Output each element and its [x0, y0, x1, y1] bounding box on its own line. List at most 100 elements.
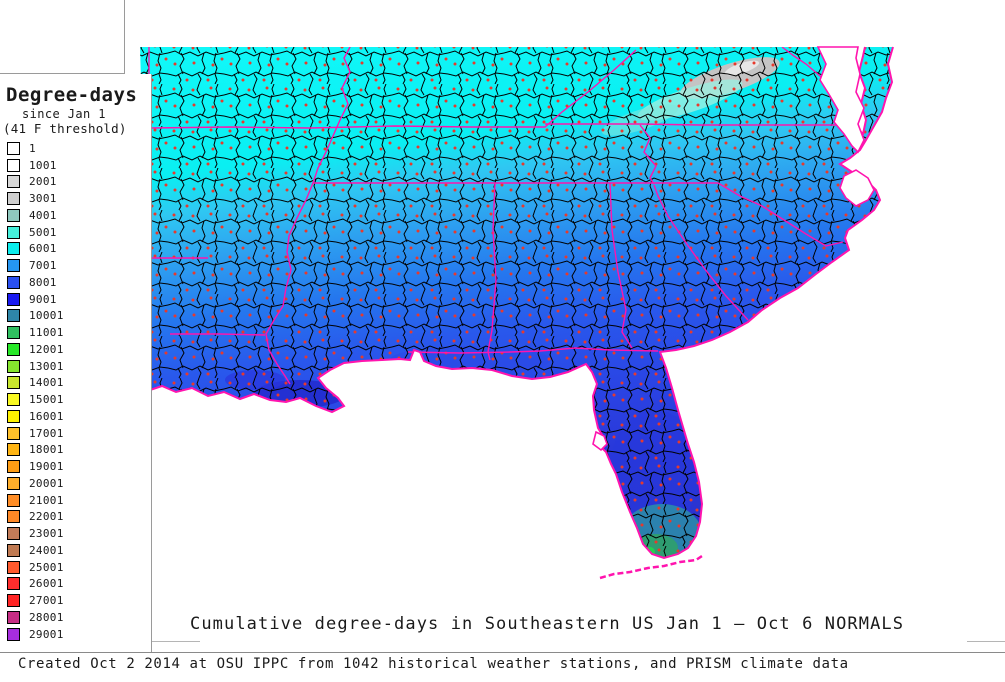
legend-row: 23001 — [7, 525, 64, 542]
legend-swatch — [7, 259, 20, 273]
legend-row: 5001 — [7, 224, 64, 241]
legend-row: 8001 — [7, 274, 64, 291]
legend-label: 16001 — [29, 409, 64, 423]
legend-swatch — [7, 158, 20, 172]
legend-items: 1 1001 2001 3001 4001 5001 6001 7001 8001 9001 100… — [7, 140, 64, 643]
legend-row: 22001 — [7, 509, 64, 526]
legend-label: 28001 — [29, 610, 64, 624]
legend-swatch — [7, 543, 20, 557]
blank-corner-box — [0, 0, 125, 74]
frame-corner-left — [152, 641, 200, 642]
legend-swatch — [7, 242, 20, 256]
legend-swatch — [7, 610, 20, 624]
legend-swatch — [7, 493, 20, 507]
legend-label: 4001 — [29, 208, 57, 222]
legend-label: 23001 — [29, 527, 64, 541]
legend-label: 9001 — [29, 292, 57, 306]
legend-row: 16001 — [7, 408, 64, 425]
legend-row: 17001 — [7, 425, 64, 442]
tampa-bay — [592, 430, 608, 452]
legend-row: 2001 — [7, 174, 64, 191]
border-la-ms — [170, 333, 266, 336]
legend-row: 12001 — [7, 341, 64, 358]
legend-title: Degree-days — [6, 84, 138, 106]
florida-keys — [599, 554, 703, 580]
legend-swatch — [7, 627, 20, 641]
mississippi-river — [265, 47, 351, 385]
legend-row: 26001 — [7, 576, 64, 593]
border-va-nc — [545, 123, 844, 126]
pamlico-sound — [839, 169, 875, 207]
legend-label: 27001 — [29, 594, 64, 608]
legend-label: 14001 — [29, 376, 64, 390]
legend-label: 21001 — [29, 493, 64, 507]
legend-swatch — [7, 141, 20, 155]
legend-subtitle-threshold: (41 F threshold) — [3, 121, 127, 136]
legend-swatch — [7, 359, 20, 373]
footer-caption: Created Oct 2 2014 at OSU IPPC from 1042… — [18, 656, 849, 672]
legend-row: 15001 — [7, 391, 64, 408]
legend-swatch — [7, 275, 20, 289]
legend-row: 6001 — [7, 241, 64, 258]
border-al-fl — [407, 347, 659, 354]
border-ga-sc — [653, 184, 749, 321]
legend-label: 13001 — [29, 359, 64, 373]
legend-swatch — [7, 326, 20, 340]
legend-row: 13001 — [7, 358, 64, 375]
legend-label: 17001 — [29, 426, 64, 440]
legend-label: 15001 — [29, 393, 64, 407]
legend-row: 7001 — [7, 257, 64, 274]
legend-label: 10001 — [29, 309, 64, 323]
chesapeake-bay — [816, 46, 865, 154]
legend-row: 28001 — [7, 609, 64, 626]
legend-label: 1 — [29, 141, 36, 155]
legend-swatch — [7, 175, 20, 189]
legend-subtitle-period: since Jan 1 — [22, 107, 106, 121]
legend-row: 9001 — [7, 291, 64, 308]
border-ms-al — [487, 182, 497, 361]
legend-label: 1001 — [29, 158, 57, 172]
legend-label: 22001 — [29, 510, 64, 524]
legend-swatch — [7, 426, 20, 440]
legend-row: 18001 — [7, 442, 64, 459]
legend-label: 26001 — [29, 577, 64, 591]
legend-label: 8001 — [29, 275, 57, 289]
frame-corner-right — [967, 641, 1005, 642]
legend-row: 27001 — [7, 592, 64, 609]
legend-label: 12001 — [29, 342, 64, 356]
legend-label: 11001 — [29, 326, 64, 340]
legend-swatch — [7, 376, 20, 390]
legend-swatch — [7, 409, 20, 423]
border-nc-sc — [717, 182, 844, 247]
legend-row: 4001 — [7, 207, 64, 224]
legend-row: 1001 — [7, 157, 64, 174]
legend-swatch — [7, 208, 20, 222]
legend-swatch — [7, 192, 20, 206]
legend-swatch — [7, 342, 20, 356]
legend-label: 25001 — [29, 560, 64, 574]
legend-swatch — [7, 460, 20, 474]
legend-panel: Degree-days since Jan 1 (41 F threshold)… — [0, 74, 152, 652]
map-title: Cumulative degree-days in Southeastern U… — [190, 614, 905, 634]
legend-label: 29001 — [29, 627, 64, 641]
legend-label: 18001 — [29, 443, 64, 457]
legend-swatch — [7, 393, 20, 407]
legend-row: 24001 — [7, 542, 64, 559]
footer-divider — [0, 652, 1005, 653]
bays — [592, 46, 875, 452]
border-al-ga — [609, 182, 633, 349]
legend-row: 11001 — [7, 324, 64, 341]
legend-swatch — [7, 292, 20, 306]
legend-row: 14001 — [7, 375, 64, 392]
legend-label: 7001 — [29, 259, 57, 273]
legend-label: 20001 — [29, 476, 64, 490]
legend-label: 5001 — [29, 225, 57, 239]
legend-row: 25001 — [7, 559, 64, 576]
state-borders — [147, 47, 844, 385]
legend-swatch — [7, 594, 20, 608]
legend-swatch — [7, 560, 20, 574]
legend-row: 3001 — [7, 190, 64, 207]
legend-row: 10001 — [7, 308, 64, 325]
